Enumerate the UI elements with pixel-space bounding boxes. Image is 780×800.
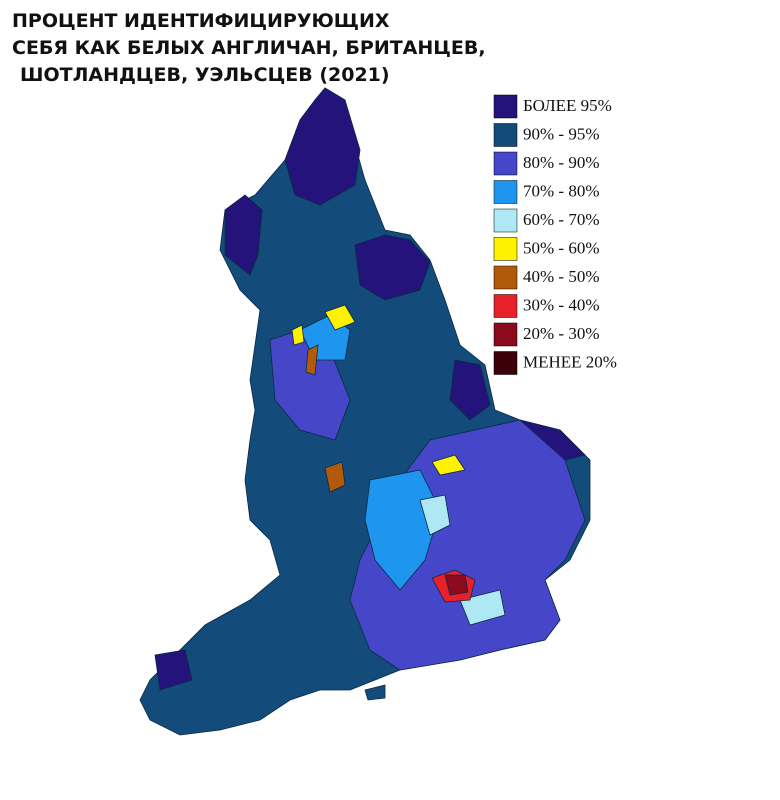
region: [324, 304, 356, 331]
legend-label: 30% - 40%: [523, 295, 599, 314]
legend-label: 70% - 80%: [523, 181, 599, 200]
legend-label: БОЛЕЕ 95%: [523, 96, 612, 115]
legend-label: 50% - 60%: [523, 238, 599, 257]
legend-swatch: [493, 208, 518, 233]
region: [324, 461, 346, 493]
region: [449, 359, 491, 421]
region: [305, 344, 319, 376]
legend-label: 60% - 70%: [523, 210, 599, 229]
region: [354, 234, 431, 301]
legend-swatch: [493, 180, 518, 204]
region: [154, 649, 193, 691]
region: [444, 574, 469, 596]
legend-label: 40% - 50%: [523, 267, 599, 286]
legend-swatch: [493, 265, 518, 290]
region: [284, 87, 361, 206]
legend-swatch: [493, 322, 518, 347]
legend-label: 20% - 30%: [523, 324, 599, 343]
title-line: ШОТЛАНДЦЕВ, УЭЛЬСЦЕВ (2021): [20, 64, 390, 86]
england-map: [139, 87, 591, 736]
region: [291, 324, 305, 346]
region: [431, 454, 466, 476]
island: [364, 684, 386, 701]
legend-label: 90% - 95%: [523, 124, 599, 143]
region: [224, 194, 263, 276]
legend-swatch: [493, 151, 518, 176]
legend-swatch: [493, 351, 518, 375]
legend: БОЛЕЕ 95% 90% - 95% 80% - 90% 70% - 80% 60% …: [493, 94, 617, 375]
legend-swatch: [493, 294, 518, 318]
legend-swatch: [493, 94, 518, 119]
legend-label: 80% - 90%: [523, 153, 599, 172]
region: [459, 589, 506, 626]
title-line: СЕБЯ КАК БЕЛЫХ АНГЛИЧАН, БРИТАНЦЕВ,: [12, 37, 486, 59]
legend-swatch: [493, 237, 518, 261]
legend-label: МЕНЕЕ 20%: [523, 352, 617, 371]
region: [419, 494, 451, 536]
legend-swatch: [493, 123, 518, 147]
title-line: ПРОЦЕНТ ИДЕНТИФИЦИРУЮЩИХ: [12, 10, 390, 32]
